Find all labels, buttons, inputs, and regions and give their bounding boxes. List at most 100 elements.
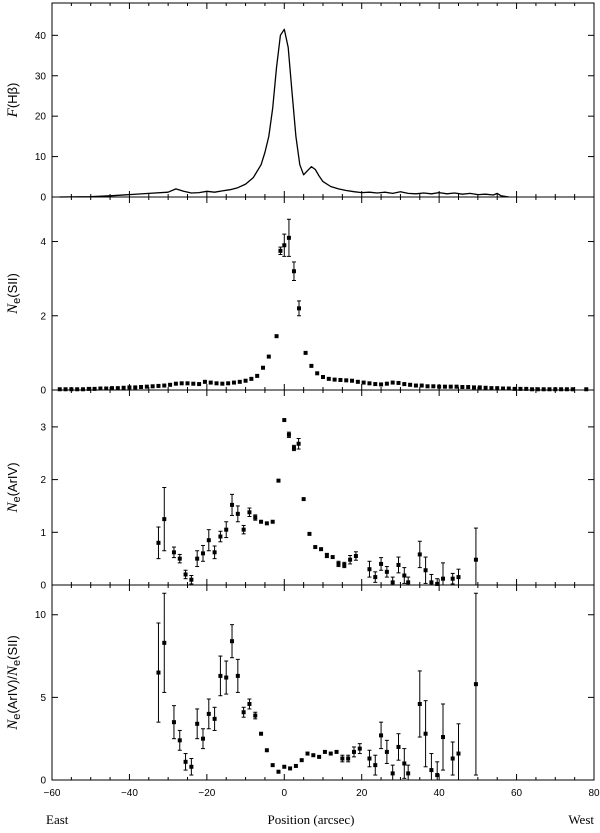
data-point <box>319 547 324 552</box>
data-point <box>441 576 446 581</box>
data-point <box>299 758 304 763</box>
data-point <box>373 763 378 768</box>
data-point <box>501 386 506 391</box>
data-point <box>535 387 540 392</box>
data-point <box>189 577 194 582</box>
data-point <box>346 756 351 761</box>
data-point <box>367 381 372 386</box>
data-point <box>274 334 279 339</box>
data-point <box>396 380 401 385</box>
data-point <box>342 562 347 567</box>
data-point <box>291 269 296 274</box>
data-point <box>255 373 260 378</box>
data-point <box>253 713 258 718</box>
data-point <box>183 759 188 764</box>
data-point <box>293 763 298 768</box>
data-point <box>183 572 188 577</box>
data-point <box>139 385 144 390</box>
data-point <box>276 478 281 483</box>
data-point <box>206 711 211 716</box>
data-point <box>303 350 308 355</box>
data-point <box>226 381 231 386</box>
y-tick-label: 2 <box>40 311 46 322</box>
data-point <box>249 376 254 381</box>
data-point <box>336 561 341 566</box>
data-point <box>512 386 517 391</box>
data-point <box>483 385 488 390</box>
y-axis-label: F(Hβ) <box>5 83 21 119</box>
data-point <box>195 721 200 726</box>
data-point <box>162 640 167 645</box>
data-point <box>296 441 301 446</box>
data-point <box>506 386 511 391</box>
data-point <box>328 751 333 756</box>
data-point <box>423 731 428 736</box>
y-tick-label: 3 <box>40 422 46 433</box>
data-point <box>518 386 523 391</box>
data-point <box>185 381 190 386</box>
y-tick-label: 0 <box>40 776 46 787</box>
x-tick-label: 0 <box>282 788 288 799</box>
data-point <box>156 540 161 545</box>
x-tick-label: −60 <box>44 788 61 799</box>
data-point <box>247 510 252 515</box>
panel-ne-sii: 0 2 4 Ne(SII) <box>5 196 595 397</box>
data-point <box>69 387 74 392</box>
y-tick-label: 4 <box>40 237 46 248</box>
data-point <box>406 580 411 585</box>
data-point <box>266 354 271 359</box>
panel-ne-ratio: 0 5 10 Ne(ArIV)/Ne(SII) <box>5 584 595 787</box>
data-point <box>384 569 389 574</box>
data-point <box>220 381 225 386</box>
data-point <box>230 502 235 507</box>
data-point <box>524 386 529 391</box>
data-point <box>286 235 291 240</box>
data-point <box>311 753 316 758</box>
data-point <box>179 381 184 386</box>
data-point <box>305 751 310 756</box>
data-point <box>367 756 372 761</box>
data-point <box>218 673 223 678</box>
data-point <box>406 771 411 776</box>
x-tick-label: 80 <box>588 788 600 799</box>
data-point <box>224 527 229 532</box>
data-point <box>202 379 207 384</box>
data-point <box>197 382 202 387</box>
data-point <box>208 380 213 385</box>
data-point <box>212 550 217 555</box>
data-point <box>541 387 546 392</box>
data-point <box>429 768 434 773</box>
data-point <box>351 749 356 754</box>
data-point <box>402 573 407 578</box>
y-axis-label: Ne(ArIV)/Ne(SII) <box>5 635 23 730</box>
data-point <box>241 527 246 532</box>
data-point <box>162 383 167 388</box>
data-point <box>57 387 62 392</box>
data-point <box>104 386 109 391</box>
data-point <box>241 710 246 715</box>
x-tick-labels: −60 −40 −20 0 20 40 60 80 <box>44 788 600 799</box>
data-point <box>379 382 384 387</box>
data-point <box>282 243 287 248</box>
y-axis-label: Ne(SII) <box>5 273 23 315</box>
data-point <box>121 385 126 390</box>
panel-frame <box>51 2 595 198</box>
data-point <box>330 555 335 560</box>
data-point <box>408 382 413 387</box>
data-point <box>259 519 264 524</box>
data-point <box>171 550 176 555</box>
data-point <box>437 384 442 389</box>
data-point <box>291 445 296 450</box>
y-tick-label: 2 <box>40 475 46 486</box>
data-point <box>212 716 217 721</box>
data-point <box>144 384 149 389</box>
data-point <box>200 736 205 741</box>
data-point <box>282 764 287 769</box>
data-point <box>150 384 155 389</box>
data-point <box>313 545 318 550</box>
data-point <box>373 382 378 387</box>
data-point <box>559 387 564 392</box>
data-point <box>288 766 293 771</box>
data-point <box>156 670 161 675</box>
